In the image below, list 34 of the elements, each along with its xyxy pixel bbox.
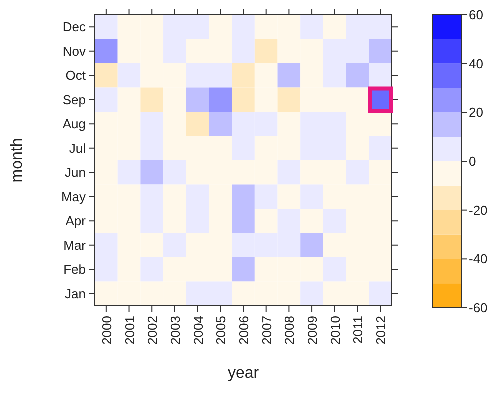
x-tick-label: 2012 bbox=[374, 316, 389, 345]
y-tick-label: Nov bbox=[62, 44, 86, 59]
x-axis-title: year bbox=[228, 365, 260, 382]
x-tick-label: 2011 bbox=[350, 316, 366, 344]
x-tick-label: 2008 bbox=[282, 316, 298, 345]
y-tick-label: Oct bbox=[66, 68, 86, 84]
x-tick-label: 2000 bbox=[99, 316, 114, 345]
y-tick-label: Apr bbox=[66, 214, 87, 229]
color-bar-label: -40 bbox=[469, 252, 488, 267]
y-tick-label: Dec bbox=[62, 20, 86, 35]
y-tick-label: Jun bbox=[65, 165, 86, 180]
y-tick-label: Aug bbox=[62, 116, 86, 132]
x-tick-label: 2009 bbox=[305, 316, 320, 345]
x-tick-label: 2002 bbox=[145, 316, 160, 345]
color-bar-label: 60 bbox=[469, 8, 484, 22]
x-tick-label: 2006 bbox=[236, 316, 252, 345]
x-tick-label: 2005 bbox=[214, 316, 229, 345]
x-tick-label: 2010 bbox=[328, 316, 343, 345]
x-tick-label: 2003 bbox=[168, 316, 183, 345]
color-bar-label: -60 bbox=[469, 300, 488, 316]
y-tick-label: Jul bbox=[69, 140, 86, 156]
y-tick-label: Sep bbox=[62, 92, 86, 108]
color-bar-label: 40 bbox=[469, 56, 484, 72]
color-bar-label: 0 bbox=[469, 154, 476, 169]
x-tick-label: 2007 bbox=[259, 316, 274, 345]
y-tick-label: Feb bbox=[64, 262, 86, 278]
y-tick-label: Jan bbox=[65, 286, 86, 302]
x-tick-label: 2001 bbox=[122, 316, 138, 345]
color-bar-label: -20 bbox=[469, 202, 488, 218]
y-tick-label: Mar bbox=[64, 238, 87, 253]
color-bar-label: 20 bbox=[469, 105, 484, 120]
x-tick-label: 2004 bbox=[190, 316, 206, 345]
y-axis-title: month bbox=[9, 138, 26, 183]
y-tick-label: May bbox=[61, 189, 86, 204]
